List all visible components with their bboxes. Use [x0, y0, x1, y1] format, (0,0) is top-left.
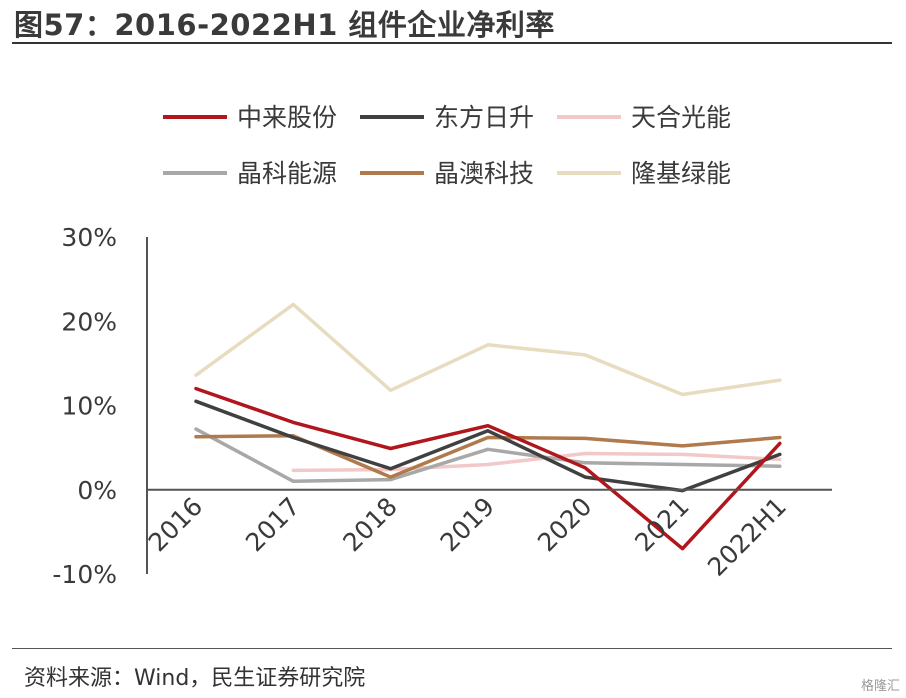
series-layer: [194, 302, 782, 551]
watermark: 格隆汇: [860, 679, 900, 694]
y-tick-label: 0%: [77, 476, 117, 505]
series-line: [194, 427, 782, 484]
x-tick-label: 2016: [143, 492, 208, 557]
legend-item: 晶科能源: [163, 159, 337, 188]
legend-item: 晶澳科技: [360, 159, 534, 188]
x-tick-label: 2017: [240, 492, 305, 557]
legend-item: 东方日升: [360, 103, 534, 132]
series-line: [194, 302, 782, 397]
legend-item: 天合光能: [557, 103, 731, 132]
legend-label: 晶澳科技: [434, 159, 534, 188]
chart-title: 图57：2016-2022H1 组件企业净利率: [14, 8, 555, 42]
x-tick-label: 2018: [337, 492, 402, 557]
legend-item: 中来股份: [163, 103, 337, 132]
legend-label: 中来股份: [237, 103, 337, 132]
x-tick-label: 2022H1: [702, 492, 792, 582]
y-tick-label: 30%: [61, 223, 117, 252]
y-axis-ticks: 30% 20% 10% 0% -10%: [52, 223, 117, 589]
y-tick-label: 10%: [61, 392, 117, 421]
x-tick-label: 2020: [532, 492, 597, 557]
legend-label: 东方日升: [434, 103, 534, 132]
series-line: [194, 386, 782, 551]
legend-item: 隆基绿能: [557, 159, 731, 188]
legend-label: 天合光能: [631, 103, 731, 132]
x-tick-label: 2019: [435, 492, 500, 557]
source-rule: [12, 648, 892, 649]
source-note: 资料来源：Wind，民生证券研究院: [24, 666, 366, 691]
axes: [146, 237, 832, 574]
legend-label: 隆基绿能: [631, 159, 731, 188]
legend-label: 晶科能源: [237, 159, 337, 188]
title-rule: [12, 42, 892, 44]
y-tick-label: 20%: [61, 307, 117, 336]
y-tick-label: -10%: [52, 560, 117, 589]
